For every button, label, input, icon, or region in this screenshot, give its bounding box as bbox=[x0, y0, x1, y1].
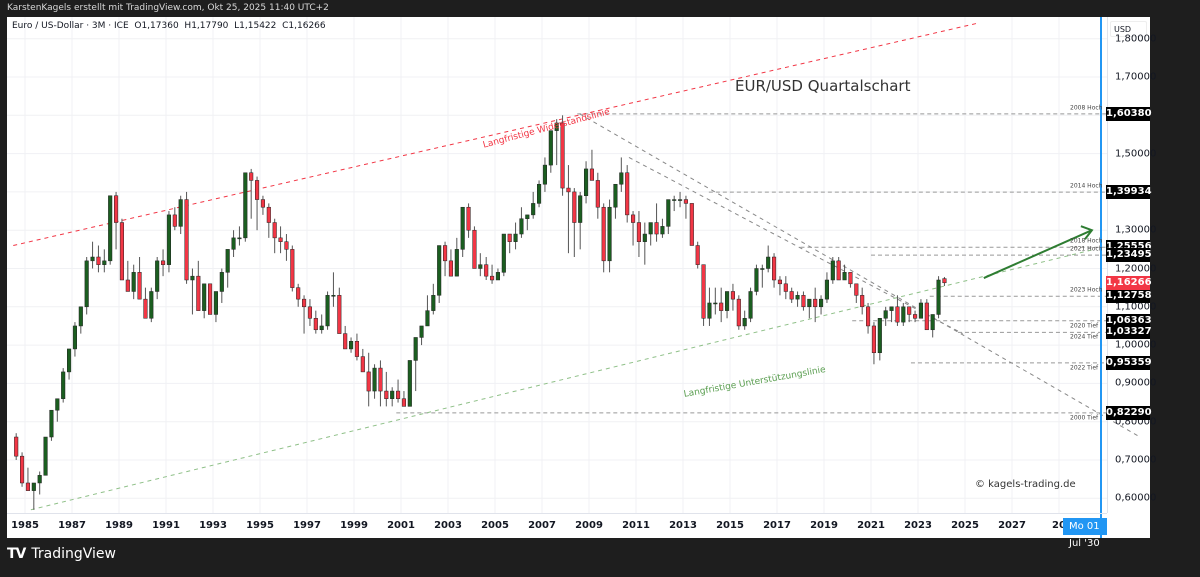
price-tick: 1,50000 bbox=[1115, 148, 1157, 160]
year-tick: 20 bbox=[1052, 520, 1066, 531]
price-tick: 0,90000 bbox=[1115, 377, 1157, 389]
year-tick: 2017 bbox=[763, 520, 791, 531]
year-tick: 2023 bbox=[904, 520, 932, 531]
price-tick: 1,80000 bbox=[1115, 33, 1157, 45]
year-tick: 1997 bbox=[293, 520, 321, 531]
level-note: 2021 Hoch bbox=[1070, 245, 1103, 253]
year-tick: 1989 bbox=[105, 520, 133, 531]
tradingview-footer[interactable]: TV TradingView bbox=[7, 546, 116, 562]
level-note: 2023 Hoch bbox=[1070, 286, 1103, 294]
copyright-text: © kagels-trading.de bbox=[975, 479, 1076, 490]
year-tick: 1999 bbox=[340, 520, 368, 531]
price-tick: 0,70000 bbox=[1115, 454, 1157, 466]
year-tick: 2007 bbox=[528, 520, 556, 531]
price-level-label: 1,39934 bbox=[1106, 185, 1152, 200]
current-price-label: 1,16266 bbox=[1106, 275, 1152, 290]
level-note: 2008 Hoch bbox=[1070, 104, 1103, 112]
symbol-name: Euro / US-Dollar · 3M · ICE bbox=[12, 21, 129, 31]
ohlc-low: L1,15422 bbox=[234, 21, 277, 31]
price-level-label: 0,95359 bbox=[1106, 355, 1152, 370]
level-note: 2022 Tief bbox=[1070, 364, 1099, 372]
level-note: 2014 Hoch bbox=[1070, 182, 1103, 190]
year-tick: 1995 bbox=[246, 520, 274, 531]
year-tick: 2015 bbox=[716, 520, 744, 531]
level-note: 2020 Tief bbox=[1070, 322, 1099, 330]
attribution-bar: KarstenKagels erstellt mit TradingView.c… bbox=[7, 3, 329, 13]
level-note: 2000 Tief bbox=[1070, 414, 1099, 422]
year-tick: 1985 bbox=[11, 520, 39, 531]
year-tick: 1991 bbox=[152, 520, 180, 531]
brand-name: TradingView bbox=[31, 546, 116, 562]
price-tick: 0,80000 bbox=[1115, 416, 1157, 428]
time-axis[interactable]: 1985 1987 1989 1991 1993 1995 1997 1999 2001 2003… bbox=[7, 513, 1107, 549]
chart-title: EUR/USD Quartalschart bbox=[735, 77, 911, 95]
year-tick: 2011 bbox=[622, 520, 650, 531]
price-level-label: 1,03327 bbox=[1106, 325, 1152, 340]
chart-frame[interactable]: Euro / US-Dollar · 3M · ICE O1,17360 H1,… bbox=[7, 17, 1156, 549]
tradingview-logo-icon: TV bbox=[7, 546, 26, 562]
price-level-label: 1,12758 bbox=[1106, 289, 1152, 304]
chart-canvas[interactable] bbox=[7, 17, 1150, 538]
year-tick: 2027 bbox=[998, 520, 1026, 531]
price-tick: 1,00000 bbox=[1115, 339, 1157, 351]
year-tick: 2003 bbox=[434, 520, 462, 531]
price-tick: 1,20000 bbox=[1115, 263, 1157, 274]
ohlc-open: O1,17360 bbox=[134, 21, 179, 31]
price-tick: 1,10000 bbox=[1115, 301, 1157, 313]
price-axis[interactable] bbox=[1107, 17, 1151, 513]
year-tick: 2025 bbox=[951, 520, 979, 531]
year-tick: 1993 bbox=[199, 520, 227, 531]
year-tick: 2005 bbox=[481, 520, 509, 531]
year-tick: 2019 bbox=[810, 520, 838, 531]
crosshair-date-label: Mo 01 Jul '30 bbox=[1063, 518, 1107, 549]
currency-label[interactable]: USD bbox=[1110, 21, 1147, 37]
price-level-label: 0,82290 bbox=[1106, 405, 1152, 420]
level-note: 2018 Hoch bbox=[1070, 237, 1103, 245]
ohlc-close: C1,16266 bbox=[282, 21, 326, 31]
price-tick: 1,70000 bbox=[1115, 71, 1157, 83]
price-tick: 0,60000 bbox=[1115, 492, 1157, 504]
year-tick: 2013 bbox=[669, 520, 697, 531]
year-tick: 2009 bbox=[575, 520, 603, 531]
ohlc-high: H1,17790 bbox=[184, 21, 229, 31]
year-tick: 2021 bbox=[857, 520, 885, 531]
price-tick: 1,30000 bbox=[1115, 224, 1157, 236]
symbol-legend: Euro / US-Dollar · 3M · ICE O1,17360 H1,… bbox=[12, 21, 326, 31]
year-tick: 1987 bbox=[58, 520, 86, 531]
level-note: 2024 Tief bbox=[1070, 333, 1099, 341]
price-level-label: 1,06363 bbox=[1106, 313, 1152, 328]
price-level-label: 1,60380 bbox=[1106, 106, 1152, 121]
price-level-label: 1,23495 bbox=[1106, 248, 1152, 263]
year-tick: 2001 bbox=[387, 520, 415, 531]
